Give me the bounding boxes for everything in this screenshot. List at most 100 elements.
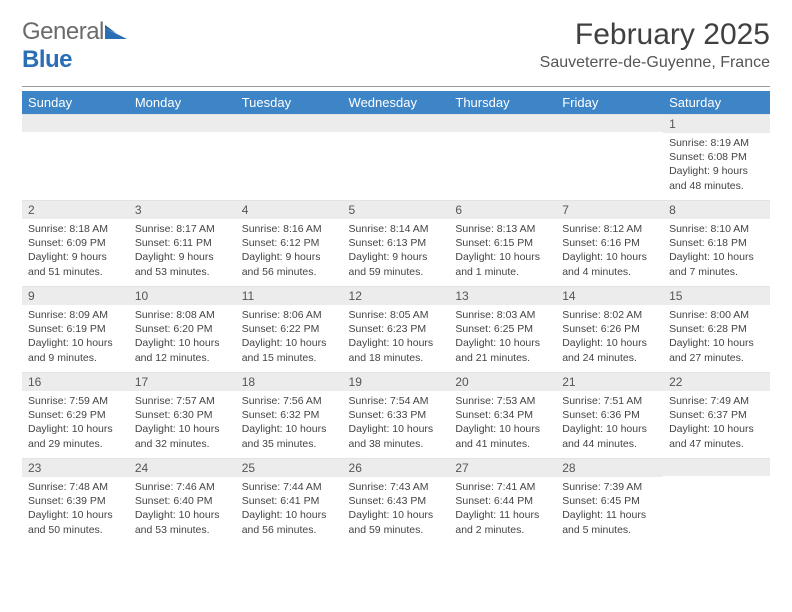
day-details: Sunrise: 7:46 AMSunset: 6:40 PMDaylight:… — [129, 477, 236, 541]
logo-text-blue: Blue — [22, 46, 72, 73]
calendar-cell: 12Sunrise: 8:05 AMSunset: 6:23 PMDayligh… — [343, 286, 450, 372]
day-number: 21 — [556, 372, 663, 391]
day-line-ss: Sunset: 6:37 PM — [669, 408, 764, 422]
day-line-d2: and 47 minutes. — [669, 437, 764, 451]
day-details: Sunrise: 8:03 AMSunset: 6:25 PMDaylight:… — [449, 305, 556, 369]
day-details: Sunrise: 7:53 AMSunset: 6:34 PMDaylight:… — [449, 391, 556, 455]
day-number: 23 — [22, 458, 129, 477]
day-number: 16 — [22, 372, 129, 391]
day-line-ss: Sunset: 6:34 PM — [455, 408, 550, 422]
empty-day-bar — [663, 458, 770, 476]
day-number: 15 — [663, 286, 770, 305]
logo-flag-icon — [105, 18, 127, 46]
day-line-sr: Sunrise: 8:19 AM — [669, 136, 764, 150]
day-line-d1: Daylight: 10 hours — [135, 508, 230, 522]
logo: General Blue — [22, 18, 127, 74]
calendar-cell: 17Sunrise: 7:57 AMSunset: 6:30 PMDayligh… — [129, 372, 236, 458]
calendar-cell: 24Sunrise: 7:46 AMSunset: 6:40 PMDayligh… — [129, 458, 236, 544]
day-details: Sunrise: 8:09 AMSunset: 6:19 PMDaylight:… — [22, 305, 129, 369]
day-header: Tuesday — [236, 91, 343, 114]
day-number: 28 — [556, 458, 663, 477]
calendar-cell: 9Sunrise: 8:09 AMSunset: 6:19 PMDaylight… — [22, 286, 129, 372]
day-number: 1 — [663, 114, 770, 133]
empty-day-bar — [22, 114, 129, 132]
day-details: Sunrise: 7:59 AMSunset: 6:29 PMDaylight:… — [22, 391, 129, 455]
day-line-d1: Daylight: 10 hours — [135, 336, 230, 350]
day-number: 18 — [236, 372, 343, 391]
day-line-ss: Sunset: 6:45 PM — [562, 494, 657, 508]
day-line-d1: Daylight: 10 hours — [242, 422, 337, 436]
day-line-d2: and 7 minutes. — [669, 265, 764, 279]
day-number: 26 — [343, 458, 450, 477]
day-line-ss: Sunset: 6:44 PM — [455, 494, 550, 508]
day-line-sr: Sunrise: 7:41 AM — [455, 480, 550, 494]
calendar-cell: 27Sunrise: 7:41 AMSunset: 6:44 PMDayligh… — [449, 458, 556, 544]
day-line-sr: Sunrise: 7:56 AM — [242, 394, 337, 408]
empty-day-bar — [236, 114, 343, 132]
day-line-ss: Sunset: 6:22 PM — [242, 322, 337, 336]
day-line-d1: Daylight: 10 hours — [135, 422, 230, 436]
day-line-d1: Daylight: 10 hours — [242, 508, 337, 522]
day-line-d1: Daylight: 10 hours — [242, 336, 337, 350]
day-line-d1: Daylight: 10 hours — [669, 336, 764, 350]
day-line-d2: and 53 minutes. — [135, 523, 230, 537]
day-line-d1: Daylight: 10 hours — [669, 250, 764, 264]
calendar-cell: 7Sunrise: 8:12 AMSunset: 6:16 PMDaylight… — [556, 200, 663, 286]
calendar-cell: 15Sunrise: 8:00 AMSunset: 6:28 PMDayligh… — [663, 286, 770, 372]
title-block: February 2025 Sauveterre-de-Guyenne, Fra… — [540, 18, 770, 72]
day-number: 3 — [129, 200, 236, 219]
day-line-ss: Sunset: 6:43 PM — [349, 494, 444, 508]
calendar-cell: 21Sunrise: 7:51 AMSunset: 6:36 PMDayligh… — [556, 372, 663, 458]
day-line-d2: and 2 minutes. — [455, 523, 550, 537]
day-line-d2: and 44 minutes. — [562, 437, 657, 451]
day-line-ss: Sunset: 6:40 PM — [135, 494, 230, 508]
day-line-d2: and 27 minutes. — [669, 351, 764, 365]
calendar-cell: 5Sunrise: 8:14 AMSunset: 6:13 PMDaylight… — [343, 200, 450, 286]
day-line-d1: Daylight: 9 hours — [135, 250, 230, 264]
day-line-d2: and 24 minutes. — [562, 351, 657, 365]
day-line-d1: Daylight: 10 hours — [455, 422, 550, 436]
day-line-d2: and 53 minutes. — [135, 265, 230, 279]
day-line-d1: Daylight: 10 hours — [349, 508, 444, 522]
day-line-d2: and 29 minutes. — [28, 437, 123, 451]
day-line-sr: Sunrise: 8:16 AM — [242, 222, 337, 236]
calendar-cell: 8Sunrise: 8:10 AMSunset: 6:18 PMDaylight… — [663, 200, 770, 286]
calendar-cell: 11Sunrise: 8:06 AMSunset: 6:22 PMDayligh… — [236, 286, 343, 372]
day-line-d1: Daylight: 11 hours — [562, 508, 657, 522]
day-details: Sunrise: 8:05 AMSunset: 6:23 PMDaylight:… — [343, 305, 450, 369]
day-line-ss: Sunset: 6:36 PM — [562, 408, 657, 422]
day-line-sr: Sunrise: 8:02 AM — [562, 308, 657, 322]
day-number: 9 — [22, 286, 129, 305]
empty-day-bar — [129, 114, 236, 132]
day-details: Sunrise: 8:08 AMSunset: 6:20 PMDaylight:… — [129, 305, 236, 369]
day-line-sr: Sunrise: 8:13 AM — [455, 222, 550, 236]
divider — [22, 86, 770, 87]
day-line-ss: Sunset: 6:12 PM — [242, 236, 337, 250]
calendar-cell — [22, 114, 129, 200]
day-line-sr: Sunrise: 7:43 AM — [349, 480, 444, 494]
calendar-cell: 23Sunrise: 7:48 AMSunset: 6:39 PMDayligh… — [22, 458, 129, 544]
day-line-sr: Sunrise: 8:08 AM — [135, 308, 230, 322]
day-number: 25 — [236, 458, 343, 477]
day-line-ss: Sunset: 6:32 PM — [242, 408, 337, 422]
day-line-d1: Daylight: 10 hours — [562, 422, 657, 436]
day-line-d2: and 4 minutes. — [562, 265, 657, 279]
calendar-week-row: 1Sunrise: 8:19 AMSunset: 6:08 PMDaylight… — [22, 114, 770, 200]
day-number: 14 — [556, 286, 663, 305]
day-details: Sunrise: 8:13 AMSunset: 6:15 PMDaylight:… — [449, 219, 556, 283]
day-number: 27 — [449, 458, 556, 477]
day-line-ss: Sunset: 6:09 PM — [28, 236, 123, 250]
calendar-cell — [449, 114, 556, 200]
day-details: Sunrise: 8:19 AMSunset: 6:08 PMDaylight:… — [663, 133, 770, 197]
day-details: Sunrise: 8:17 AMSunset: 6:11 PMDaylight:… — [129, 219, 236, 283]
day-line-sr: Sunrise: 7:46 AM — [135, 480, 230, 494]
calendar-week-row: 9Sunrise: 8:09 AMSunset: 6:19 PMDaylight… — [22, 286, 770, 372]
day-line-ss: Sunset: 6:13 PM — [349, 236, 444, 250]
calendar-cell: 25Sunrise: 7:44 AMSunset: 6:41 PMDayligh… — [236, 458, 343, 544]
day-line-ss: Sunset: 6:25 PM — [455, 322, 550, 336]
day-header: Friday — [556, 91, 663, 114]
day-line-d1: Daylight: 10 hours — [562, 250, 657, 264]
calendar-week-row: 23Sunrise: 7:48 AMSunset: 6:39 PMDayligh… — [22, 458, 770, 544]
day-line-d2: and 9 minutes. — [28, 351, 123, 365]
day-details: Sunrise: 7:56 AMSunset: 6:32 PMDaylight:… — [236, 391, 343, 455]
